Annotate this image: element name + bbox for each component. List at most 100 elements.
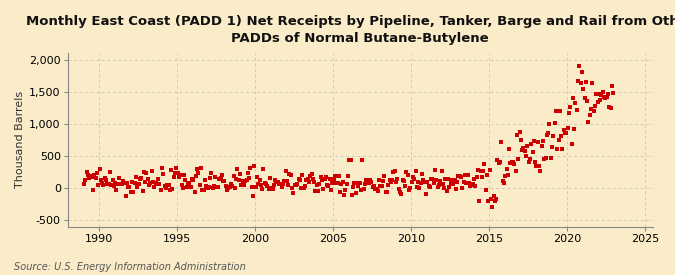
- Point: [171, 166, 182, 170]
- Point: [329, 174, 340, 178]
- Point: [392, 177, 403, 182]
- Point: [92, 171, 103, 175]
- Point: [290, 183, 301, 187]
- Point: [133, 182, 144, 186]
- Point: [105, 170, 115, 175]
- Point: [557, 147, 568, 152]
- Point: [566, 142, 577, 146]
- Point: [98, 183, 109, 188]
- Point: [189, 190, 200, 194]
- Point: [203, 185, 214, 189]
- Point: [115, 182, 126, 186]
- Point: [391, 180, 402, 184]
- Point: [470, 184, 481, 188]
- Point: [582, 99, 593, 103]
- Point: [103, 182, 114, 186]
- Point: [289, 183, 300, 187]
- Point: [165, 168, 176, 172]
- Point: [244, 175, 254, 180]
- Point: [539, 157, 549, 161]
- Point: [385, 180, 396, 185]
- Point: [262, 184, 273, 188]
- Point: [348, 185, 358, 189]
- Point: [433, 183, 444, 187]
- Point: [569, 126, 580, 131]
- Point: [194, 183, 205, 187]
- Point: [180, 178, 191, 182]
- Point: [241, 177, 252, 182]
- Point: [201, 184, 212, 189]
- Point: [514, 130, 525, 134]
- Point: [146, 169, 157, 174]
- Point: [293, 177, 304, 181]
- Point: [427, 176, 438, 181]
- Point: [360, 178, 371, 183]
- Point: [245, 166, 256, 170]
- Point: [154, 182, 165, 186]
- Point: [467, 182, 478, 186]
- Point: [219, 179, 230, 183]
- Point: [281, 179, 292, 183]
- Point: [113, 176, 124, 181]
- Point: [412, 185, 423, 189]
- Point: [280, 169, 291, 174]
- Point: [452, 180, 462, 184]
- Point: [474, 199, 485, 203]
- Point: [159, 184, 170, 188]
- Point: [333, 174, 344, 178]
- Point: [163, 183, 174, 187]
- Point: [595, 98, 605, 103]
- Point: [132, 185, 142, 189]
- Point: [523, 160, 534, 164]
- Point: [565, 104, 576, 109]
- Point: [380, 189, 391, 194]
- Point: [148, 185, 159, 190]
- Point: [325, 188, 336, 192]
- Point: [292, 182, 302, 186]
- Point: [543, 131, 554, 135]
- Point: [324, 177, 335, 182]
- Point: [526, 141, 537, 146]
- Point: [475, 169, 486, 174]
- Point: [277, 182, 288, 186]
- Point: [322, 183, 333, 187]
- Point: [366, 180, 377, 184]
- Point: [287, 186, 298, 191]
- Point: [516, 138, 526, 142]
- Point: [527, 149, 538, 154]
- Point: [95, 166, 105, 171]
- Point: [82, 173, 93, 177]
- Point: [120, 193, 131, 198]
- Point: [235, 172, 246, 177]
- Point: [562, 125, 573, 130]
- Point: [533, 140, 543, 144]
- Point: [377, 184, 387, 189]
- Point: [168, 175, 179, 180]
- Point: [541, 133, 552, 137]
- Point: [409, 177, 420, 181]
- Point: [228, 174, 239, 178]
- Point: [608, 90, 618, 95]
- Point: [482, 172, 493, 177]
- Point: [371, 187, 382, 191]
- Point: [255, 183, 266, 188]
- Point: [425, 184, 435, 189]
- Point: [596, 92, 607, 97]
- Point: [377, 179, 388, 183]
- Point: [300, 184, 310, 189]
- Point: [491, 197, 502, 202]
- Point: [342, 174, 353, 178]
- Point: [554, 109, 565, 113]
- Point: [167, 187, 178, 191]
- Point: [446, 181, 456, 185]
- Point: [126, 190, 136, 195]
- Point: [214, 177, 225, 181]
- Point: [426, 176, 437, 181]
- Point: [344, 158, 354, 163]
- Point: [583, 120, 594, 124]
- Point: [472, 167, 483, 172]
- Point: [441, 188, 452, 193]
- Point: [182, 185, 192, 189]
- Point: [137, 189, 148, 193]
- Point: [272, 180, 283, 184]
